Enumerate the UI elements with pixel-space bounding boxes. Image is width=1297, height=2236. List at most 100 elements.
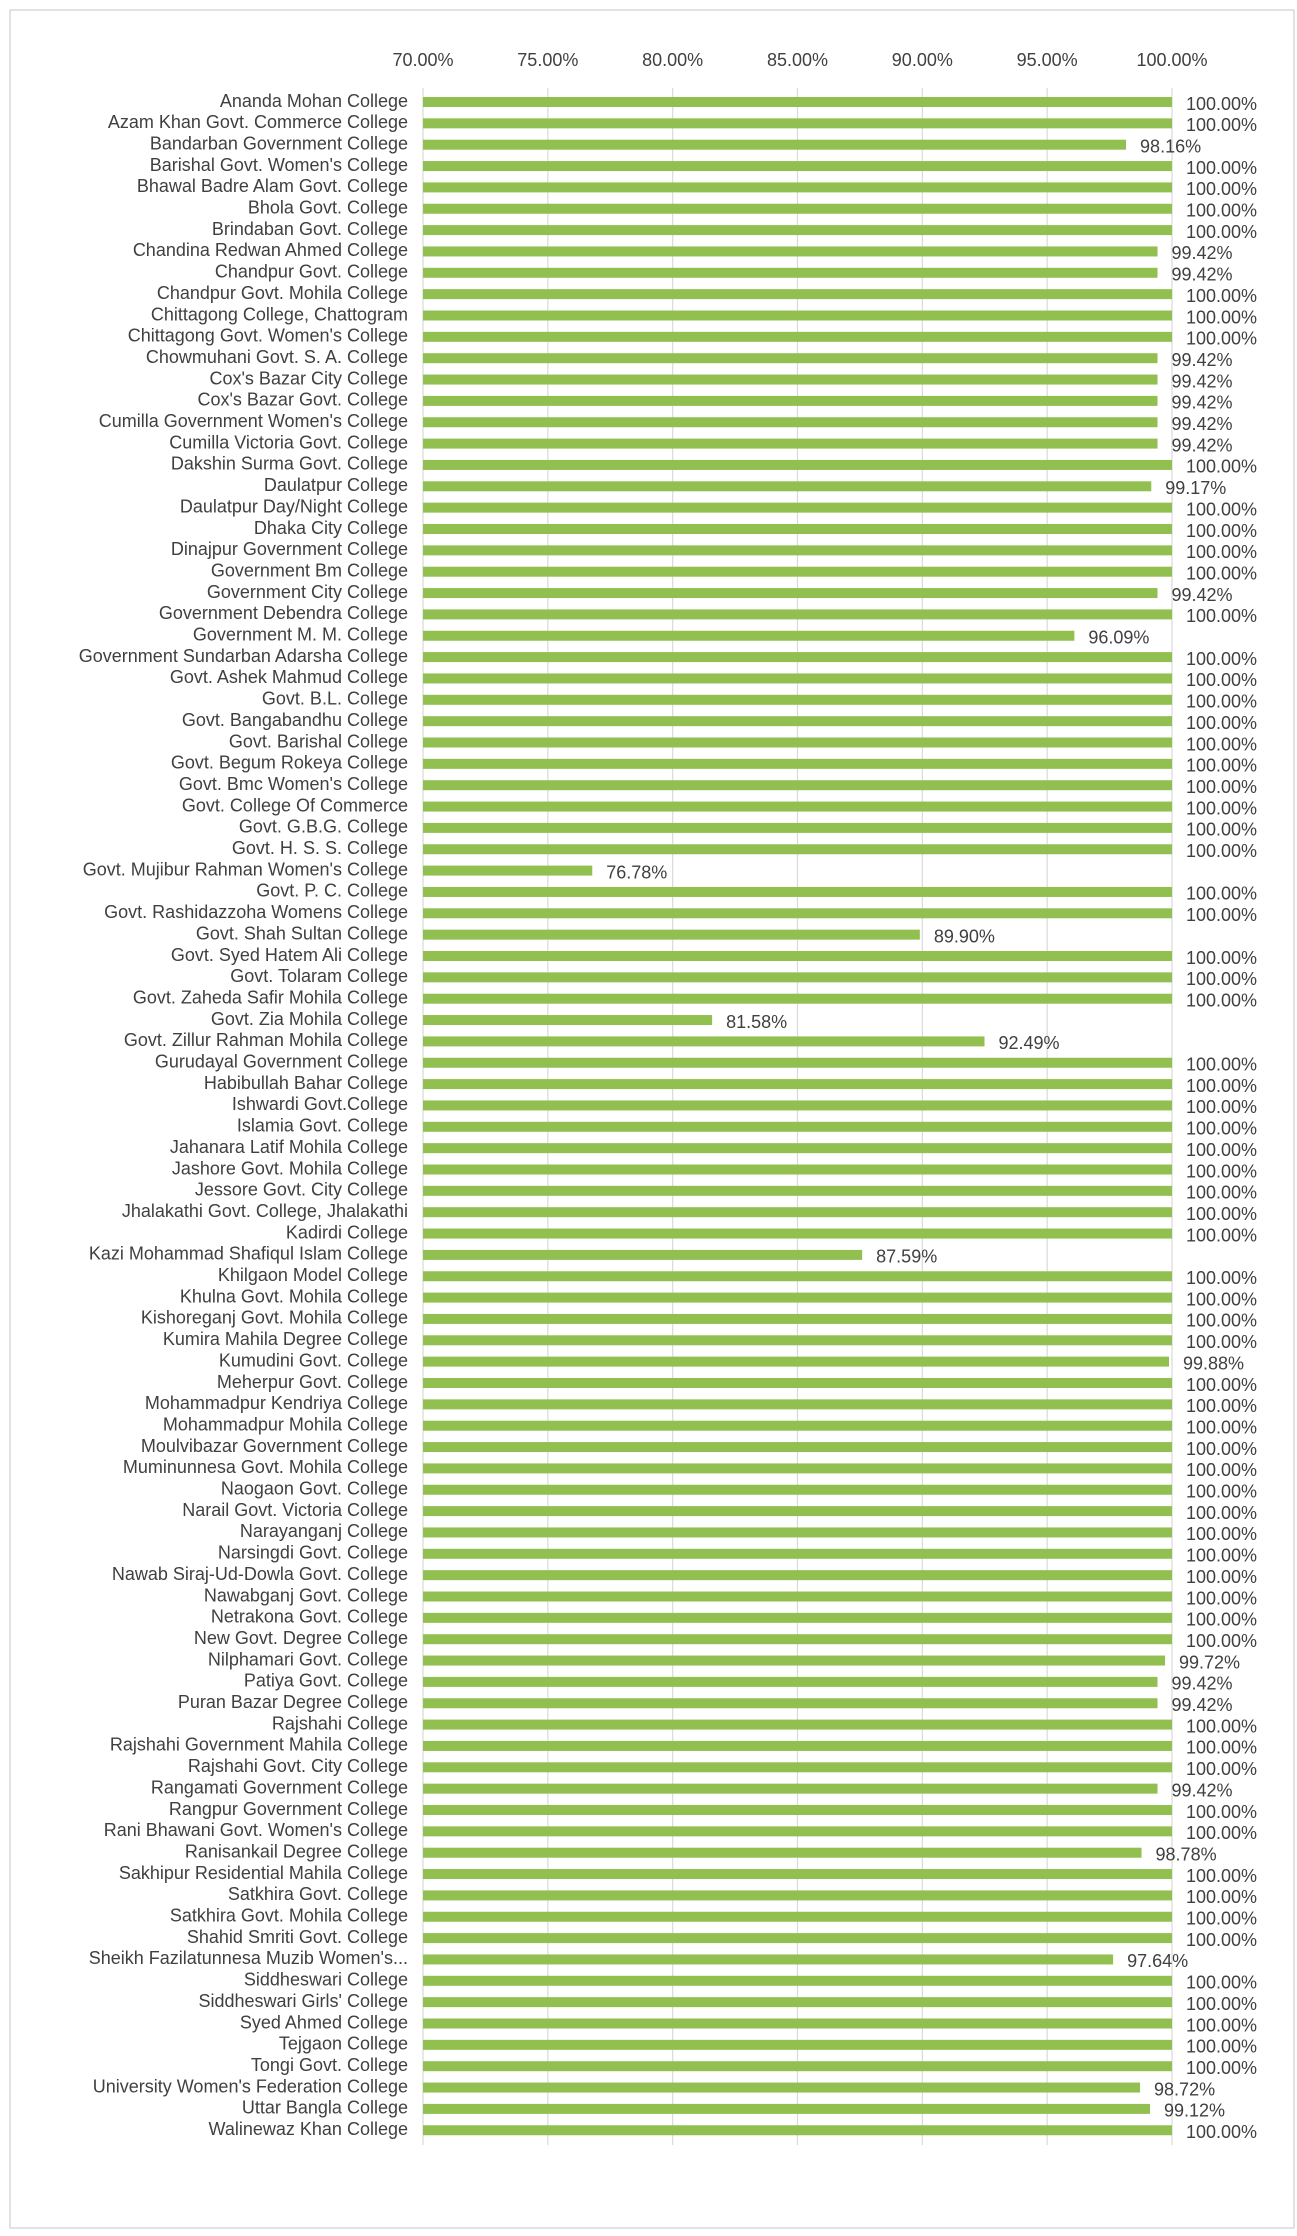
data-label: 100.00% <box>1186 1524 1257 1544</box>
data-label: 100.00% <box>1186 1204 1257 1224</box>
bar <box>423 1997 1172 2008</box>
bar <box>423 1676 1158 1687</box>
y-tick-label: Govt. Mujibur Rahman Women's College <box>83 859 408 879</box>
data-label: 100.00% <box>1186 692 1257 712</box>
data-label: 100.00% <box>1186 1289 1257 1309</box>
bar <box>423 1292 1172 1303</box>
bar <box>423 1121 1172 1132</box>
data-label: 100.00% <box>1186 1482 1257 1502</box>
y-tick-label: Chittagong College, Chattogram <box>151 304 408 324</box>
data-label: 100.00% <box>1186 1140 1257 1160</box>
data-label: 100.00% <box>1186 905 1257 925</box>
data-label: 100.00% <box>1186 1417 1257 1437</box>
bar <box>423 1890 1172 1901</box>
y-tick-label: Jessore Govt. City College <box>195 1180 408 1200</box>
data-label: 99.42% <box>1172 243 1233 263</box>
bar <box>423 1634 1172 1645</box>
bar <box>423 1207 1172 1218</box>
data-label: 100.00% <box>1186 1396 1257 1416</box>
bar <box>423 545 1172 556</box>
data-label: 100.00% <box>1186 1716 1257 1736</box>
x-tick-label: 85.00% <box>767 50 828 70</box>
data-label: 99.42% <box>1172 435 1233 455</box>
data-label: 100.00% <box>1186 1097 1257 1117</box>
data-label: 100.00% <box>1186 1225 1257 1245</box>
y-tick-label: Bhola Govt. College <box>248 198 408 218</box>
data-label: 100.00% <box>1186 670 1257 690</box>
data-label: 99.42% <box>1172 1780 1233 1800</box>
bar <box>423 118 1172 129</box>
data-label: 81.58% <box>726 1012 787 1032</box>
y-tick-label: Govt. Ashek Mahmud College <box>170 667 408 687</box>
y-tick-label: Dakshin Surma Govt. College <box>171 454 408 474</box>
data-label: 99.42% <box>1172 393 1233 413</box>
bar <box>423 1378 1172 1388</box>
y-tick-label: Govt. College Of Commerce <box>182 795 408 815</box>
bar <box>423 1271 1172 1282</box>
bar <box>423 1655 1166 1666</box>
data-label: 100.00% <box>1186 201 1257 221</box>
bar <box>423 1805 1172 1815</box>
bar <box>423 844 1172 855</box>
bar <box>423 1591 1172 1602</box>
data-label: 100.00% <box>1186 542 1257 562</box>
y-tick-label: Chandpur Govt. College <box>215 262 408 282</box>
y-tick-label: Cumilla Government Women's College <box>99 411 408 431</box>
bar <box>423 1719 1172 1730</box>
bar <box>423 1570 1172 1581</box>
y-tick-label: Puran Bazar Degree College <box>178 1692 408 1712</box>
bar <box>423 951 1172 961</box>
data-label: 100.00% <box>1186 1439 1257 1459</box>
bar <box>423 1484 1172 1495</box>
data-label: 100.00% <box>1186 1930 1257 1950</box>
bar <box>423 652 1172 663</box>
data-label: 99.17% <box>1165 478 1226 498</box>
y-tick-label: Govt. B.L. College <box>262 689 408 709</box>
bar <box>423 1100 1172 1111</box>
y-tick-label: Patiya Govt. College <box>244 1671 408 1691</box>
data-label: 99.72% <box>1179 1652 1240 1672</box>
y-tick-label: Naogaon Govt. College <box>221 1479 408 1499</box>
y-tick-label: Bhawal Badre Alam Govt. College <box>137 176 408 196</box>
y-tick-label: Cox's Bazar City College <box>209 368 408 388</box>
bar <box>423 1015 713 1026</box>
bar <box>423 1335 1172 1346</box>
data-label: 100.00% <box>1186 1503 1257 1523</box>
bar <box>423 1762 1172 1773</box>
y-tick-label: Nawab Siraj-Ud-Dowla Govt. College <box>112 1564 408 1584</box>
bar <box>423 1548 1172 1559</box>
y-tick-label: Jashore Govt. Mohila College <box>172 1158 408 1178</box>
y-tick-label: Islamia Govt. College <box>237 1116 408 1136</box>
bar <box>423 1783 1158 1794</box>
bar <box>423 310 1172 321</box>
data-label: 100.00% <box>1186 1994 1257 2014</box>
data-label: 100.00% <box>1186 1332 1257 1352</box>
y-tick-label: University Women's Federation College <box>93 2076 408 2096</box>
data-label: 87.59% <box>876 1247 937 1267</box>
data-label: 100.00% <box>1186 777 1257 797</box>
data-label: 99.42% <box>1172 350 1233 370</box>
data-label: 100.00% <box>1186 1460 1257 1480</box>
data-label: 100.00% <box>1186 329 1257 349</box>
data-label: 92.49% <box>999 1033 1060 1053</box>
data-label: 99.42% <box>1172 1674 1233 1694</box>
data-label: 100.00% <box>1186 798 1257 818</box>
y-tick-label: Barishal Govt. Women's College <box>150 155 408 175</box>
y-tick-label: Tongi Govt. College <box>251 2055 408 2075</box>
data-label: 97.64% <box>1127 1951 1188 1971</box>
data-label: 100.00% <box>1186 1866 1257 1886</box>
bar <box>423 609 1172 620</box>
bar <box>423 1164 1172 1175</box>
y-tick-label: Kumira Mahila Degree College <box>163 1329 408 1349</box>
bar <box>423 481 1152 492</box>
data-label: 100.00% <box>1186 158 1257 178</box>
y-tick-label: Govt. Zia Mohila College <box>211 1009 408 1029</box>
y-tick-label: Jahanara Latif Mohila College <box>170 1137 408 1157</box>
y-tick-label: Mohammadpur Kendriya College <box>145 1393 408 1413</box>
data-label: 100.00% <box>1186 1161 1257 1181</box>
y-tick-label: Daulatpur Day/Night College <box>180 496 408 516</box>
bar <box>423 1698 1158 1709</box>
data-label: 100.00% <box>1186 884 1257 904</box>
data-label: 100.00% <box>1186 1759 1257 1779</box>
